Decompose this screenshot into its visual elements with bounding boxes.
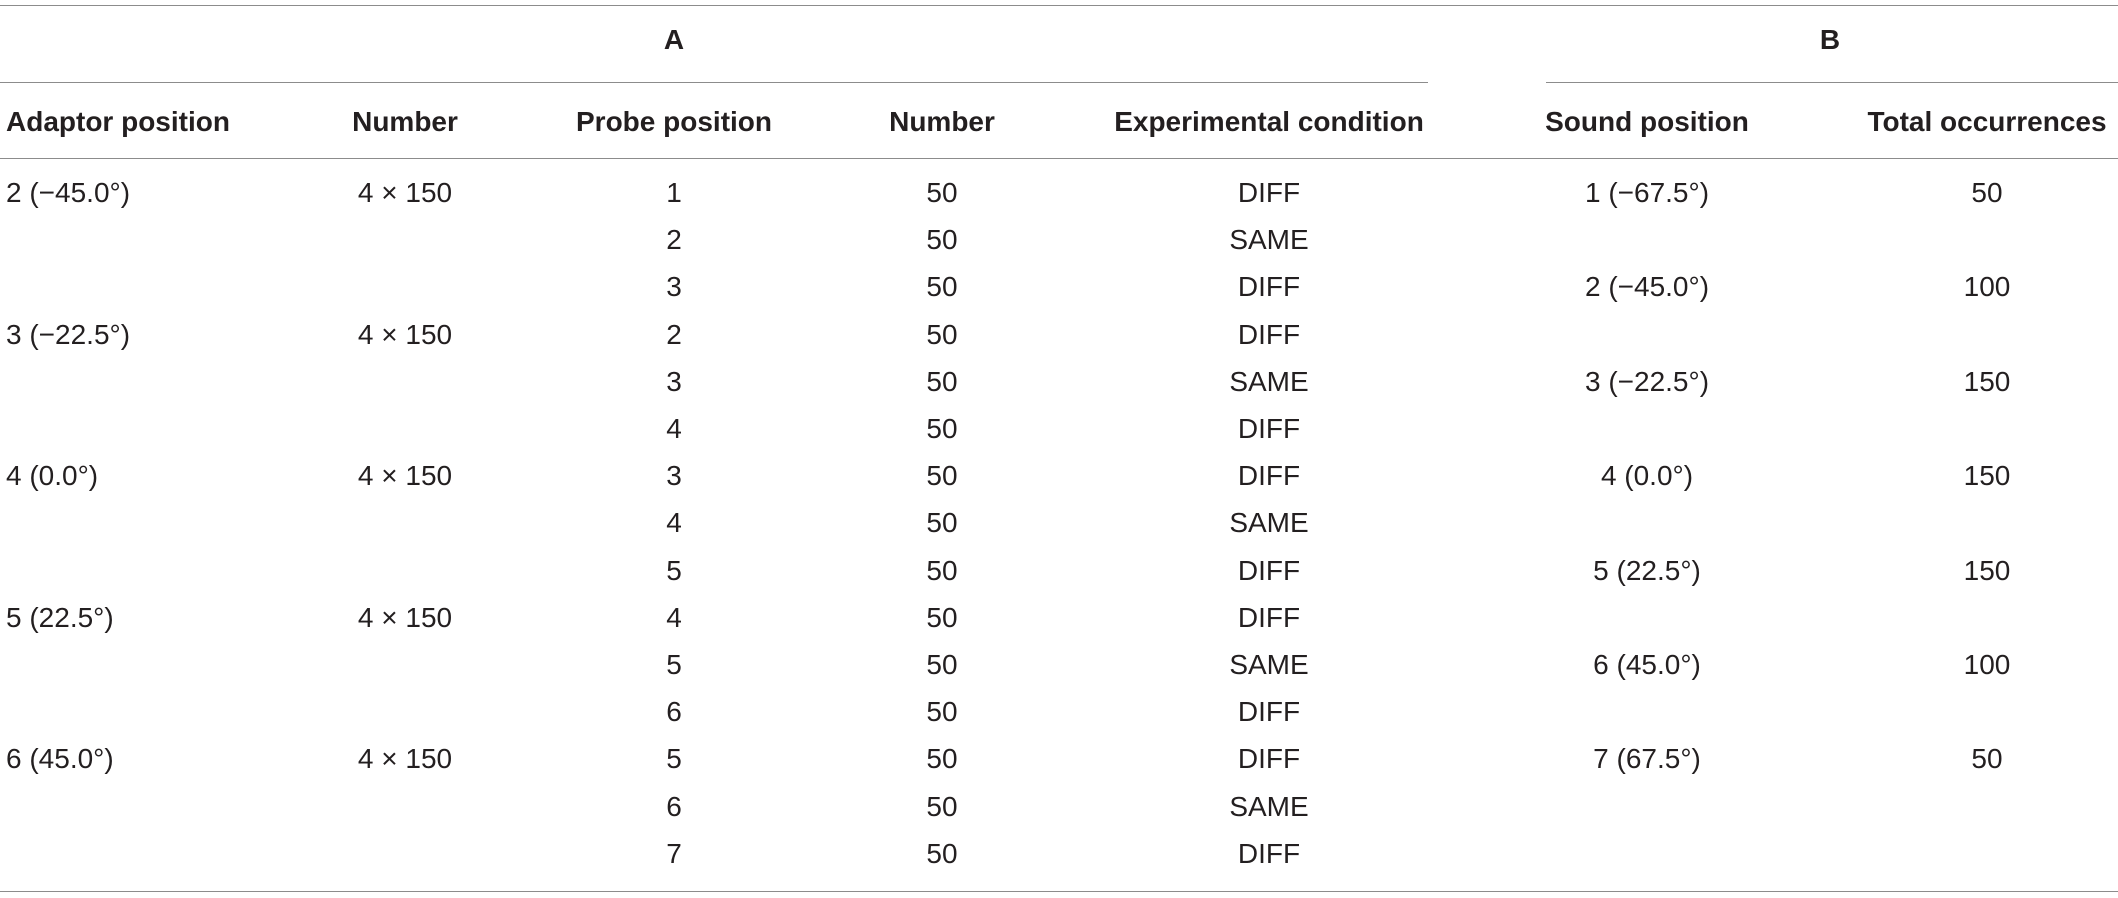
probe-position-cell: 6 bbox=[666, 696, 682, 728]
sound-position-cell: 5 (22.5°) bbox=[1593, 554, 1701, 586]
probe-position-cell: 7 bbox=[666, 837, 682, 869]
experimental-condition-cell: DIFF bbox=[1237, 743, 1301, 775]
probe-number-cell: 50 bbox=[926, 743, 958, 775]
experimental-condition-cell: DIFF bbox=[1237, 177, 1301, 208]
header-adaptor-position: Adaptor position bbox=[6, 106, 230, 137]
total-occurrences-cell: 50 bbox=[1971, 177, 2003, 208]
sound-position-cell: 2 (−45.0°) bbox=[1584, 271, 1710, 303]
probe-number-cell: 50 bbox=[926, 318, 958, 350]
experimental-condition-cell: DIFF bbox=[1237, 460, 1301, 492]
number-cell: 4 × 150 bbox=[357, 743, 453, 775]
probe-number-cell: 50 bbox=[926, 696, 958, 728]
total-occurrences-cell: 100 bbox=[1963, 271, 2011, 303]
probe-number-cell: 50 bbox=[926, 365, 958, 397]
group-a-label: A bbox=[663, 24, 685, 55]
probe-number-cell: 50 bbox=[926, 177, 958, 208]
total-occurrences-cell: 150 bbox=[1963, 365, 2011, 397]
number-cell: 4 × 150 bbox=[357, 318, 453, 350]
total-occurrences-cell: 50 bbox=[1971, 743, 2003, 775]
probe-number-cell: 50 bbox=[926, 271, 958, 303]
sound-position-cell: 7 (67.5°) bbox=[1593, 743, 1701, 775]
sound-position-cell: 4 (0.0°) bbox=[1600, 460, 1694, 492]
probe-position-cell: 4 bbox=[666, 507, 682, 539]
experimental-condition-cell: DIFF bbox=[1237, 554, 1301, 586]
experimental-condition-cell: DIFF bbox=[1237, 601, 1301, 633]
probe-number-cell: 50 bbox=[926, 224, 958, 256]
probe-position-cell: 2 bbox=[666, 224, 682, 256]
experimental-condition-cell: SAME bbox=[1229, 365, 1309, 397]
experimental-condition-cell: SAME bbox=[1229, 649, 1309, 680]
experimental-condition-cell: SAME bbox=[1229, 507, 1309, 539]
probe-number-cell: 50 bbox=[926, 649, 958, 680]
header-probe-number: Number bbox=[889, 106, 995, 137]
header-total-occurrences: Total occurrences bbox=[1867, 106, 2107, 137]
probe-number-cell: 50 bbox=[926, 837, 958, 869]
header-probe-position: Probe position bbox=[576, 106, 772, 137]
sound-position-cell: 1 (−67.5°) bbox=[1584, 177, 1710, 208]
probe-position-cell: 4 bbox=[666, 413, 682, 444]
header-experimental-condition: Experimental condition bbox=[1114, 106, 1424, 137]
probe-number-cell: 50 bbox=[926, 601, 958, 633]
probe-position-cell: 3 bbox=[666, 365, 682, 397]
experimental-condition-cell: DIFF bbox=[1237, 696, 1301, 728]
experimental-condition-cell: DIFF bbox=[1237, 318, 1301, 350]
group-b-rule bbox=[1546, 82, 2118, 83]
sound-position-cell: 3 (−22.5°) bbox=[1584, 365, 1710, 397]
group-a-rule bbox=[0, 82, 1428, 83]
adaptor-position-cell: 6 (45.0°) bbox=[6, 743, 114, 775]
bottom-rule bbox=[0, 891, 2118, 892]
probe-position-cell: 5 bbox=[666, 554, 682, 586]
experimental-condition-cell: DIFF bbox=[1237, 271, 1301, 303]
adaptor-position-cell: 4 (0.0°) bbox=[6, 460, 99, 492]
adaptor-position-cell: 5 (22.5°) bbox=[6, 601, 114, 633]
sound-position-cell: 6 (45.0°) bbox=[1593, 649, 1701, 680]
probe-position-cell: 5 bbox=[666, 649, 682, 680]
number-cell: 4 × 150 bbox=[357, 177, 453, 208]
probe-position-cell: 4 bbox=[666, 601, 682, 633]
adaptor-position-cell: 3 (−22.5°) bbox=[6, 318, 131, 350]
probe-number-cell: 50 bbox=[926, 554, 958, 586]
adaptor-position-cell: 2 (−45.0°) bbox=[6, 177, 131, 208]
probe-position-cell: 1 bbox=[666, 177, 682, 208]
total-occurrences-cell: 100 bbox=[1963, 649, 2011, 680]
probe-number-cell: 50 bbox=[926, 790, 958, 822]
probe-number-cell: 50 bbox=[926, 413, 958, 444]
experimental-condition-cell: DIFF bbox=[1237, 413, 1301, 444]
total-occurrences-cell: 150 bbox=[1963, 554, 2011, 586]
top-rule bbox=[0, 5, 2118, 6]
probe-position-cell: 3 bbox=[666, 271, 682, 303]
probe-position-cell: 3 bbox=[666, 460, 682, 492]
header-number: Number bbox=[352, 106, 458, 137]
probe-number-cell: 50 bbox=[926, 507, 958, 539]
group-b-label: B bbox=[1819, 24, 1841, 55]
experimental-condition-cell: SAME bbox=[1229, 790, 1309, 822]
experimental-condition-cell: DIFF bbox=[1237, 837, 1301, 869]
probe-position-cell: 2 bbox=[666, 318, 682, 350]
number-cell: 4 × 150 bbox=[357, 460, 453, 492]
probe-position-cell: 6 bbox=[666, 790, 682, 822]
header-sound-position: Sound position bbox=[1545, 106, 1749, 137]
header-rule bbox=[0, 158, 2118, 159]
experimental-condition-cell: SAME bbox=[1229, 224, 1309, 256]
number-cell: 4 × 150 bbox=[357, 601, 453, 633]
probe-number-cell: 50 bbox=[926, 460, 958, 492]
probe-position-cell: 5 bbox=[666, 743, 682, 775]
total-occurrences-cell: 150 bbox=[1963, 460, 2011, 492]
